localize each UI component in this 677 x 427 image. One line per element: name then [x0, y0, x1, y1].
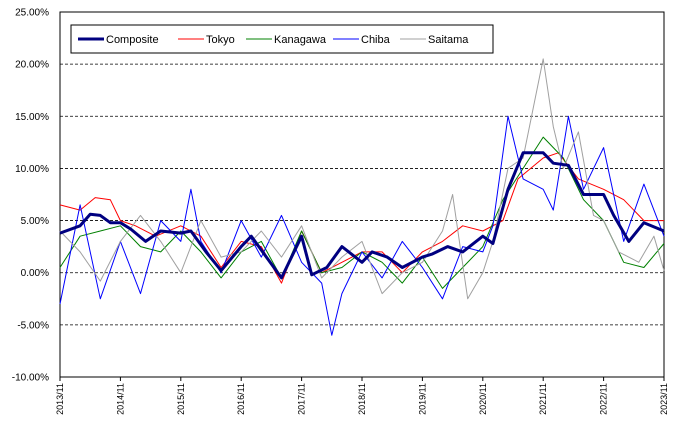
y-tick-label: 10.00%: [15, 164, 49, 175]
y-tick-label: 20.00%: [15, 60, 49, 71]
x-tick-label: 2022/11: [599, 383, 609, 415]
series-line-saitama: [59, 58, 665, 300]
x-tick-label: 2023/11: [659, 383, 669, 415]
x-tick-label: 2014/11: [115, 383, 125, 415]
grid-lines: [60, 63, 664, 326]
y-tick-label: -10.00%: [12, 373, 49, 384]
legend-label-tokyo: Tokyo: [206, 34, 235, 46]
legend: Composite Tokyo Kanagawa Chiba Saitama: [70, 24, 494, 54]
legend-label-kanagawa: Kanagawa: [274, 34, 327, 46]
series-line-tokyo: [59, 152, 664, 284]
x-tick-label: 2013/11: [55, 383, 65, 415]
x-tick-label: 2016/11: [236, 383, 246, 415]
x-tick-label: 2018/11: [357, 383, 367, 415]
series-line-chiba: [59, 115, 665, 336]
y-tick-label: 5.00%: [21, 216, 49, 227]
y-tick-label: 0.00%: [21, 268, 49, 279]
x-axis: 2013/11 2014/11 2015/11 2016/11 2017/11 2018/…: [55, 377, 669, 415]
legend-label-composite: Composite: [106, 34, 159, 46]
x-tick-label: 2020/11: [478, 383, 488, 415]
series-line-composite: [59, 151, 665, 280]
y-axis: -10.00% -5.00% 0.00% 5.00% 10.00% 15.00% 20.00…: [12, 8, 49, 384]
y-tick-label: 15.00%: [15, 112, 49, 123]
y-tick-label: -5.00%: [17, 320, 49, 331]
y-tick-label: 25.00%: [15, 8, 49, 19]
x-tick-label: 2015/11: [176, 383, 186, 415]
series-lines: [59, 58, 665, 336]
x-tick-label: 2021/11: [538, 383, 548, 415]
plot-area: [59, 11, 665, 378]
x-tick-label: 2019/11: [417, 383, 427, 415]
legend-label-chiba: Chiba: [361, 34, 391, 46]
legend-label-saitama: Saitama: [428, 34, 469, 46]
x-tick-label: 2017/11: [297, 383, 307, 415]
